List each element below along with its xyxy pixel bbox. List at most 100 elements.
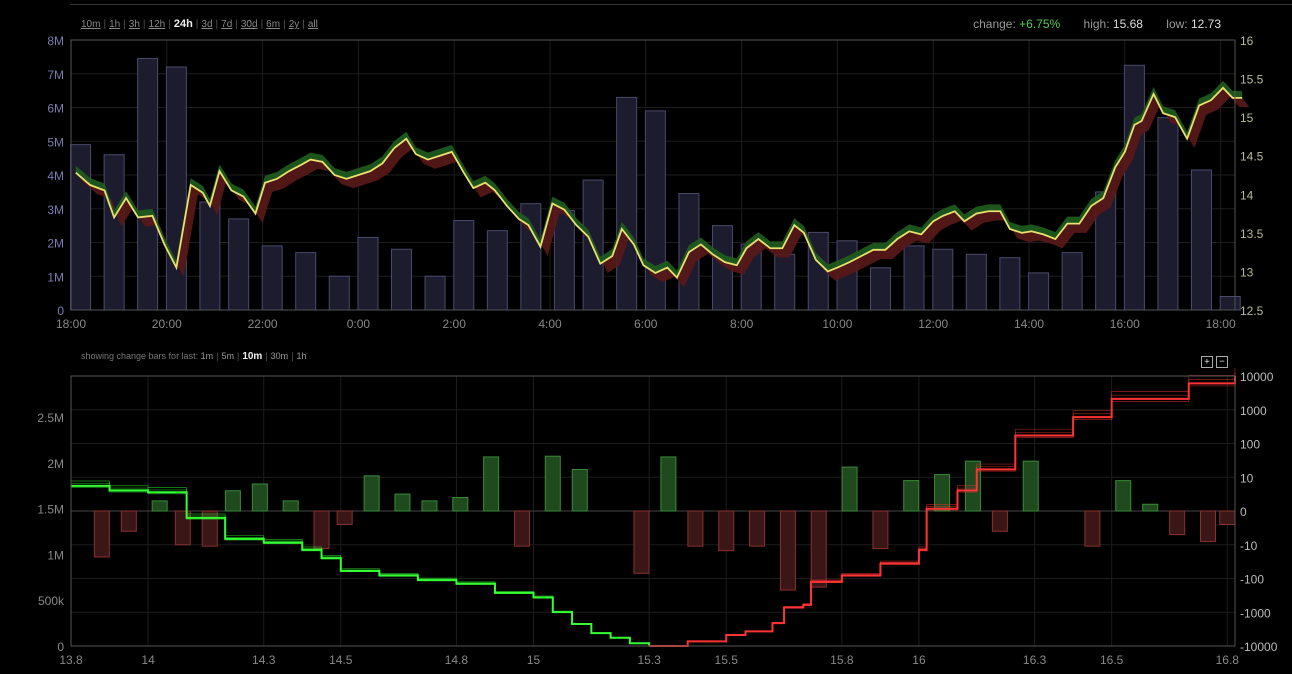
x-tick-label: 14.5	[329, 653, 353, 667]
low-label: low:	[1166, 17, 1188, 31]
y-right-tick-label: 16	[1240, 34, 1254, 48]
range-separator: |	[215, 19, 219, 30]
x-tick-label: 18:00	[56, 317, 86, 331]
change-bar-down	[633, 510, 650, 574]
change-bar-down	[513, 510, 530, 547]
change-bar-option-10m[interactable]: 10m	[242, 351, 263, 362]
plot-frame	[70, 375, 1236, 647]
y-left-tick-label: 5M	[47, 135, 64, 149]
range-link-1h[interactable]: 1h	[109, 19, 121, 30]
change-bar-option-1h[interactable]: 1h	[296, 351, 307, 361]
x-tick-label: 14:00	[1014, 317, 1044, 331]
x-tick-label: 4:00	[538, 317, 562, 331]
option-separator: |	[236, 351, 240, 361]
x-tick-label: 15.8	[830, 653, 854, 667]
price-line	[75, 86, 1243, 280]
change-bar-up	[282, 500, 299, 512]
x-tick-label: 12:00	[918, 317, 948, 331]
high-stat: high: 15.68	[1084, 17, 1147, 31]
price-volume-chart: 0 1M 2M 3M 4M 5M 6M 7M 8M 18:00 20:00 22:00 0:00 2:00…	[47, 34, 1264, 331]
y-right-tick-label: 14	[1240, 188, 1254, 202]
change-bar-up	[363, 475, 380, 512]
change-bar-down	[687, 510, 704, 547]
high-label: high:	[1083, 17, 1110, 31]
y-right-tick-label: -10	[1240, 539, 1258, 553]
time-range-selector: 10m | 1h | 3h | 12h | 24h | 3d | 7d | 30d | 6m | 2y | all	[81, 18, 318, 30]
change-bar-down	[718, 510, 735, 552]
x-tick-label: 16:00	[1110, 317, 1140, 331]
change-bar-up	[903, 480, 920, 512]
range-link-7d[interactable]: 7d	[221, 19, 233, 30]
x-tick-label: 18:00	[1206, 317, 1236, 331]
x-tick-label: 14.8	[445, 653, 469, 667]
change-bar-down	[749, 510, 766, 547]
range-separator: |	[142, 19, 146, 30]
change-bar-down	[1200, 510, 1217, 542]
zoom-out-button[interactable]: −	[1216, 356, 1228, 368]
range-link-3h[interactable]: 3h	[128, 19, 140, 30]
change-bar-up	[1115, 480, 1132, 512]
high-value: 15.68	[1112, 17, 1143, 31]
y-right-tick-label: 0	[1240, 505, 1247, 519]
range-separator: |	[235, 19, 238, 30]
range-link-6m[interactable]: 6m	[266, 19, 281, 30]
change-value: +6.75%	[1019, 17, 1061, 31]
change-bar-up	[224, 490, 241, 512]
change-bar-down	[991, 510, 1008, 532]
change-bar-option-30m[interactable]: 30m	[270, 351, 289, 361]
x-tick-label: 6:00	[634, 317, 658, 331]
change-bar-down	[93, 510, 110, 558]
option-separator: |	[265, 351, 268, 361]
range-link-all[interactable]: all	[307, 19, 318, 30]
range-link-30d[interactable]: 30d	[240, 19, 258, 30]
x-tick-label: 16.8	[1216, 653, 1240, 667]
y-right-tick-label: -1000	[1240, 606, 1271, 620]
y-right-tick-label: 15	[1240, 111, 1254, 125]
change-bar-up	[544, 455, 561, 512]
change-bar-down	[313, 510, 330, 550]
y-left-tick-label: 1.5M	[37, 503, 64, 517]
y-left-tick-label: 2M	[47, 237, 64, 251]
y-right-tick-label: 1000	[1240, 404, 1267, 418]
range-link-3d[interactable]: 3d	[201, 19, 213, 30]
range-link-12h[interactable]: 12h	[148, 19, 166, 30]
change-bar-up	[421, 500, 438, 512]
y-right-tick-label: 14.5	[1240, 150, 1264, 164]
x-tick-label: 16.3	[1023, 653, 1047, 667]
x-tick-label: 22:00	[248, 317, 278, 331]
top-divider	[70, 4, 1292, 5]
x-tick-label: 0:00	[347, 317, 371, 331]
option-separator: |	[291, 351, 294, 361]
change-bar-down	[201, 510, 218, 547]
y-left-tick-label: 8M	[47, 34, 64, 48]
change-bar-up	[660, 456, 677, 512]
change-bars-label: showing change bars for last:	[81, 351, 199, 361]
y-right-tick-label: 100	[1240, 438, 1260, 452]
change-bar-option-5m[interactable]: 5m	[221, 351, 234, 361]
range-link-24h[interactable]: 24h	[173, 18, 193, 30]
x-tick-label: 8:00	[730, 317, 754, 331]
range-separator: |	[168, 19, 171, 30]
range-separator: |	[260, 19, 264, 30]
y-left-tick-label: 6M	[47, 102, 64, 116]
change-bar-down	[872, 510, 889, 550]
x-tick-label: 15	[527, 653, 541, 667]
y-left-tick-label: 1M	[47, 548, 64, 562]
change-bars-selector: showing change bars for last: 1m | 5m | 10m |…	[81, 351, 307, 362]
change-bar-down	[336, 510, 353, 525]
change-bar-up	[571, 468, 588, 512]
range-link-10m[interactable]: 10m	[81, 19, 101, 30]
zoom-in-button[interactable]: +	[1201, 356, 1213, 368]
y-left-tick-label: 4M	[47, 169, 64, 183]
range-separator: |	[302, 19, 305, 30]
range-link-2y[interactable]: 2y	[288, 19, 300, 30]
y-left-tick-label: 0	[57, 640, 64, 654]
x-tick-label: 14.3	[252, 653, 276, 667]
change-bar-option-1m[interactable]: 1m	[200, 351, 214, 361]
y-right-tick-label: 12.5	[1240, 304, 1264, 318]
y-left-tick-label: 7M	[47, 68, 64, 82]
low-stat: low: 12.73	[1166, 17, 1221, 31]
change-bar-up	[841, 466, 858, 512]
low-value: 12.73	[1190, 17, 1221, 31]
change-bar-up	[1022, 460, 1039, 512]
